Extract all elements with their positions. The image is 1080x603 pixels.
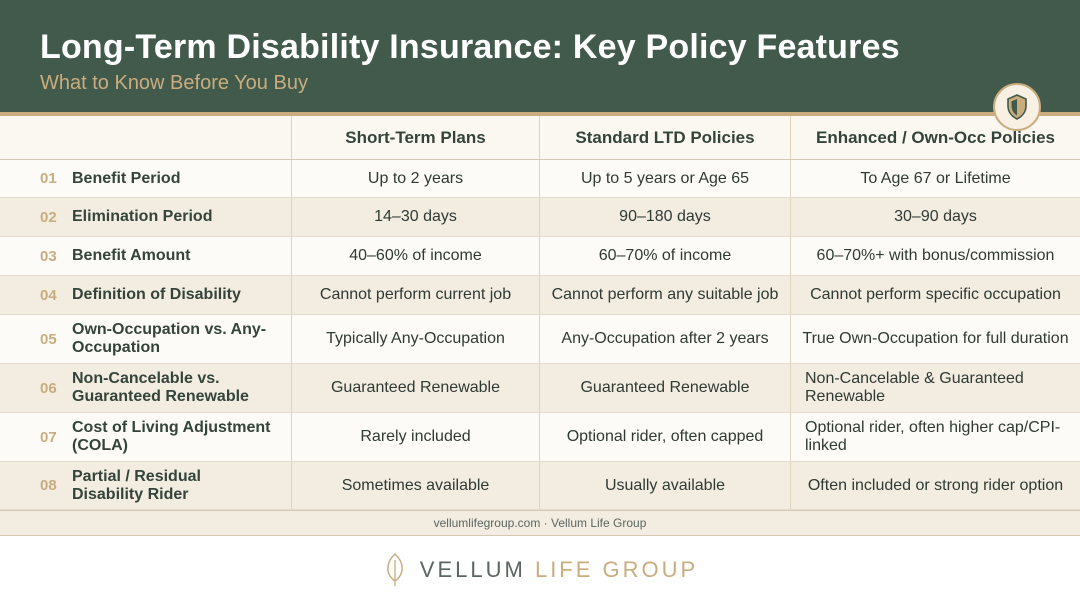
feature-label: Cost of Living Adjustment (COLA) <box>72 419 271 454</box>
shield-icon <box>1007 94 1027 120</box>
row-number: 04 <box>40 286 57 304</box>
short-term-cell: Sometimes available <box>292 462 540 509</box>
short-term-cell: Rarely included <box>292 413 540 461</box>
column-header-standard: Standard LTD Policies <box>540 116 791 159</box>
row-number: 08 <box>40 477 57 494</box>
table-row: 04 Definition of Disability Cannot perfor… <box>0 276 1080 315</box>
feature-label: Partial / Residual Disability Rider <box>72 467 201 503</box>
table-row: 08 Partial / Residual Disability Rider So… <box>0 462 1080 510</box>
divider <box>0 112 1080 116</box>
table-row: 06 Non-Cancelable vs. Guaranteed Renewabl… <box>0 364 1080 413</box>
feature-cell: 07 Cost of Living Adjustment (COLA) <box>0 413 292 461</box>
page-subtitle: What to Know Before You Buy <box>40 72 308 94</box>
row-number: 05 <box>40 330 57 348</box>
brand-name: VELLUM LIFE GROUP <box>420 557 698 583</box>
feature-label: Own-Occupation vs. Any-Occupation <box>72 321 267 356</box>
feature-cell: 05 Own-Occupation vs. Any-Occupation <box>0 315 292 363</box>
column-header-feature <box>0 116 292 159</box>
feature-label: Definition of Disability <box>72 286 241 303</box>
feature-cell: 06 Non-Cancelable vs. Guaranteed Renewabl… <box>0 364 292 412</box>
page-title: Long-Term Disability Insurance: Key Poli… <box>40 28 900 66</box>
enhanced-cell: Non-Cancelable & Guaranteed Renewable <box>805 370 1024 405</box>
standard-cell: Up to 5 years or Age 65 <box>540 160 791 197</box>
feature-cell: 04 Definition of Disability <box>0 276 292 314</box>
column-header-short-term: Short-Term Plans <box>292 116 540 159</box>
standard-cell: Optional rider, often capped <box>540 413 791 461</box>
standard-cell: Guaranteed Renewable <box>540 364 791 412</box>
brand-footer: VELLUM LIFE GROUP <box>0 536 1080 603</box>
enhanced-cell: To Age 67 or Lifetime <box>860 169 1011 187</box>
short-term-cell: Typically Any-Occupation <box>292 315 540 363</box>
table-row: 03 Benefit Amount 40–60% of income 60–70%… <box>0 237 1080 276</box>
feature-label: Elimination Period <box>72 208 213 225</box>
row-number: 06 <box>40 379 57 397</box>
row-number: 01 <box>40 170 57 187</box>
table-row: 05 Own-Occupation vs. Any-Occupation Typi… <box>0 315 1080 364</box>
enhanced-cell: Optional rider, often higher cap/CPI-lin… <box>805 419 1061 454</box>
feature-label: Benefit Period <box>72 169 181 187</box>
short-term-cell: Guaranteed Renewable <box>292 364 540 412</box>
enhanced-cell: Often included or strong rider option <box>807 476 1064 494</box>
short-term-cell: 14–30 days <box>292 198 540 236</box>
enhanced-cell: Cannot perform specific occupation <box>810 286 1061 303</box>
enhanced-cell: 30–90 days <box>894 208 977 225</box>
features-table: Short-Term Plans Standard LTD Policies E… <box>0 116 1080 510</box>
row-number: 03 <box>40 247 57 265</box>
column-header-enhanced: Enhanced / Own-Occ Policies <box>815 127 1055 147</box>
table-row: 01 Benefit Period Up to 2 years Up to 5 y… <box>0 160 1080 198</box>
short-term-cell: Cannot perform current job <box>292 276 540 314</box>
standard-cell: 60–70% of income <box>540 237 791 275</box>
enhanced-cell: 60–70%+ with bonus/commission <box>816 247 1055 264</box>
row-number: 02 <box>40 208 57 226</box>
table-row: 07 Cost of Living Adjustment (COLA) Rarel… <box>0 413 1080 462</box>
feature-cell: 03 Benefit Amount <box>0 237 292 275</box>
row-number: 07 <box>40 428 57 446</box>
shield-badge <box>993 83 1041 131</box>
feature-cell: 02 Elimination Period <box>0 198 292 236</box>
enhanced-cell: True Own-Occupation for full duration <box>802 330 1069 347</box>
feature-label: Non-Cancelable vs. Guaranteed Renewable <box>72 370 249 405</box>
feature-cell: 01 Benefit Period <box>0 160 292 197</box>
feature-cell: 08 Partial / Residual Disability Rider <box>0 462 292 509</box>
brand-name-secondary: LIFE GROUP <box>534 556 699 582</box>
header-banner: Long-Term Disability Insurance: Key Poli… <box>0 0 1080 112</box>
standard-cell: Any-Occupation after 2 years <box>540 315 791 363</box>
table-row: 02 Elimination Period 14–30 days 90–180 d… <box>0 198 1080 237</box>
standard-cell: 90–180 days <box>540 198 791 236</box>
feature-label: Benefit Amount <box>72 247 191 264</box>
source-line: vellumlifegroup.com · Vellum Life Group <box>0 510 1080 536</box>
leaf-icon <box>386 552 403 586</box>
short-term-cell: 40–60% of income <box>292 237 540 275</box>
standard-cell: Cannot perform any suitable job <box>540 276 791 314</box>
table-header-row: Short-Term Plans Standard LTD Policies E… <box>0 116 1080 160</box>
brand-name-primary: VELLUM <box>419 556 526 582</box>
standard-cell: Usually available <box>540 462 791 509</box>
short-term-cell: Up to 2 years <box>292 160 540 197</box>
